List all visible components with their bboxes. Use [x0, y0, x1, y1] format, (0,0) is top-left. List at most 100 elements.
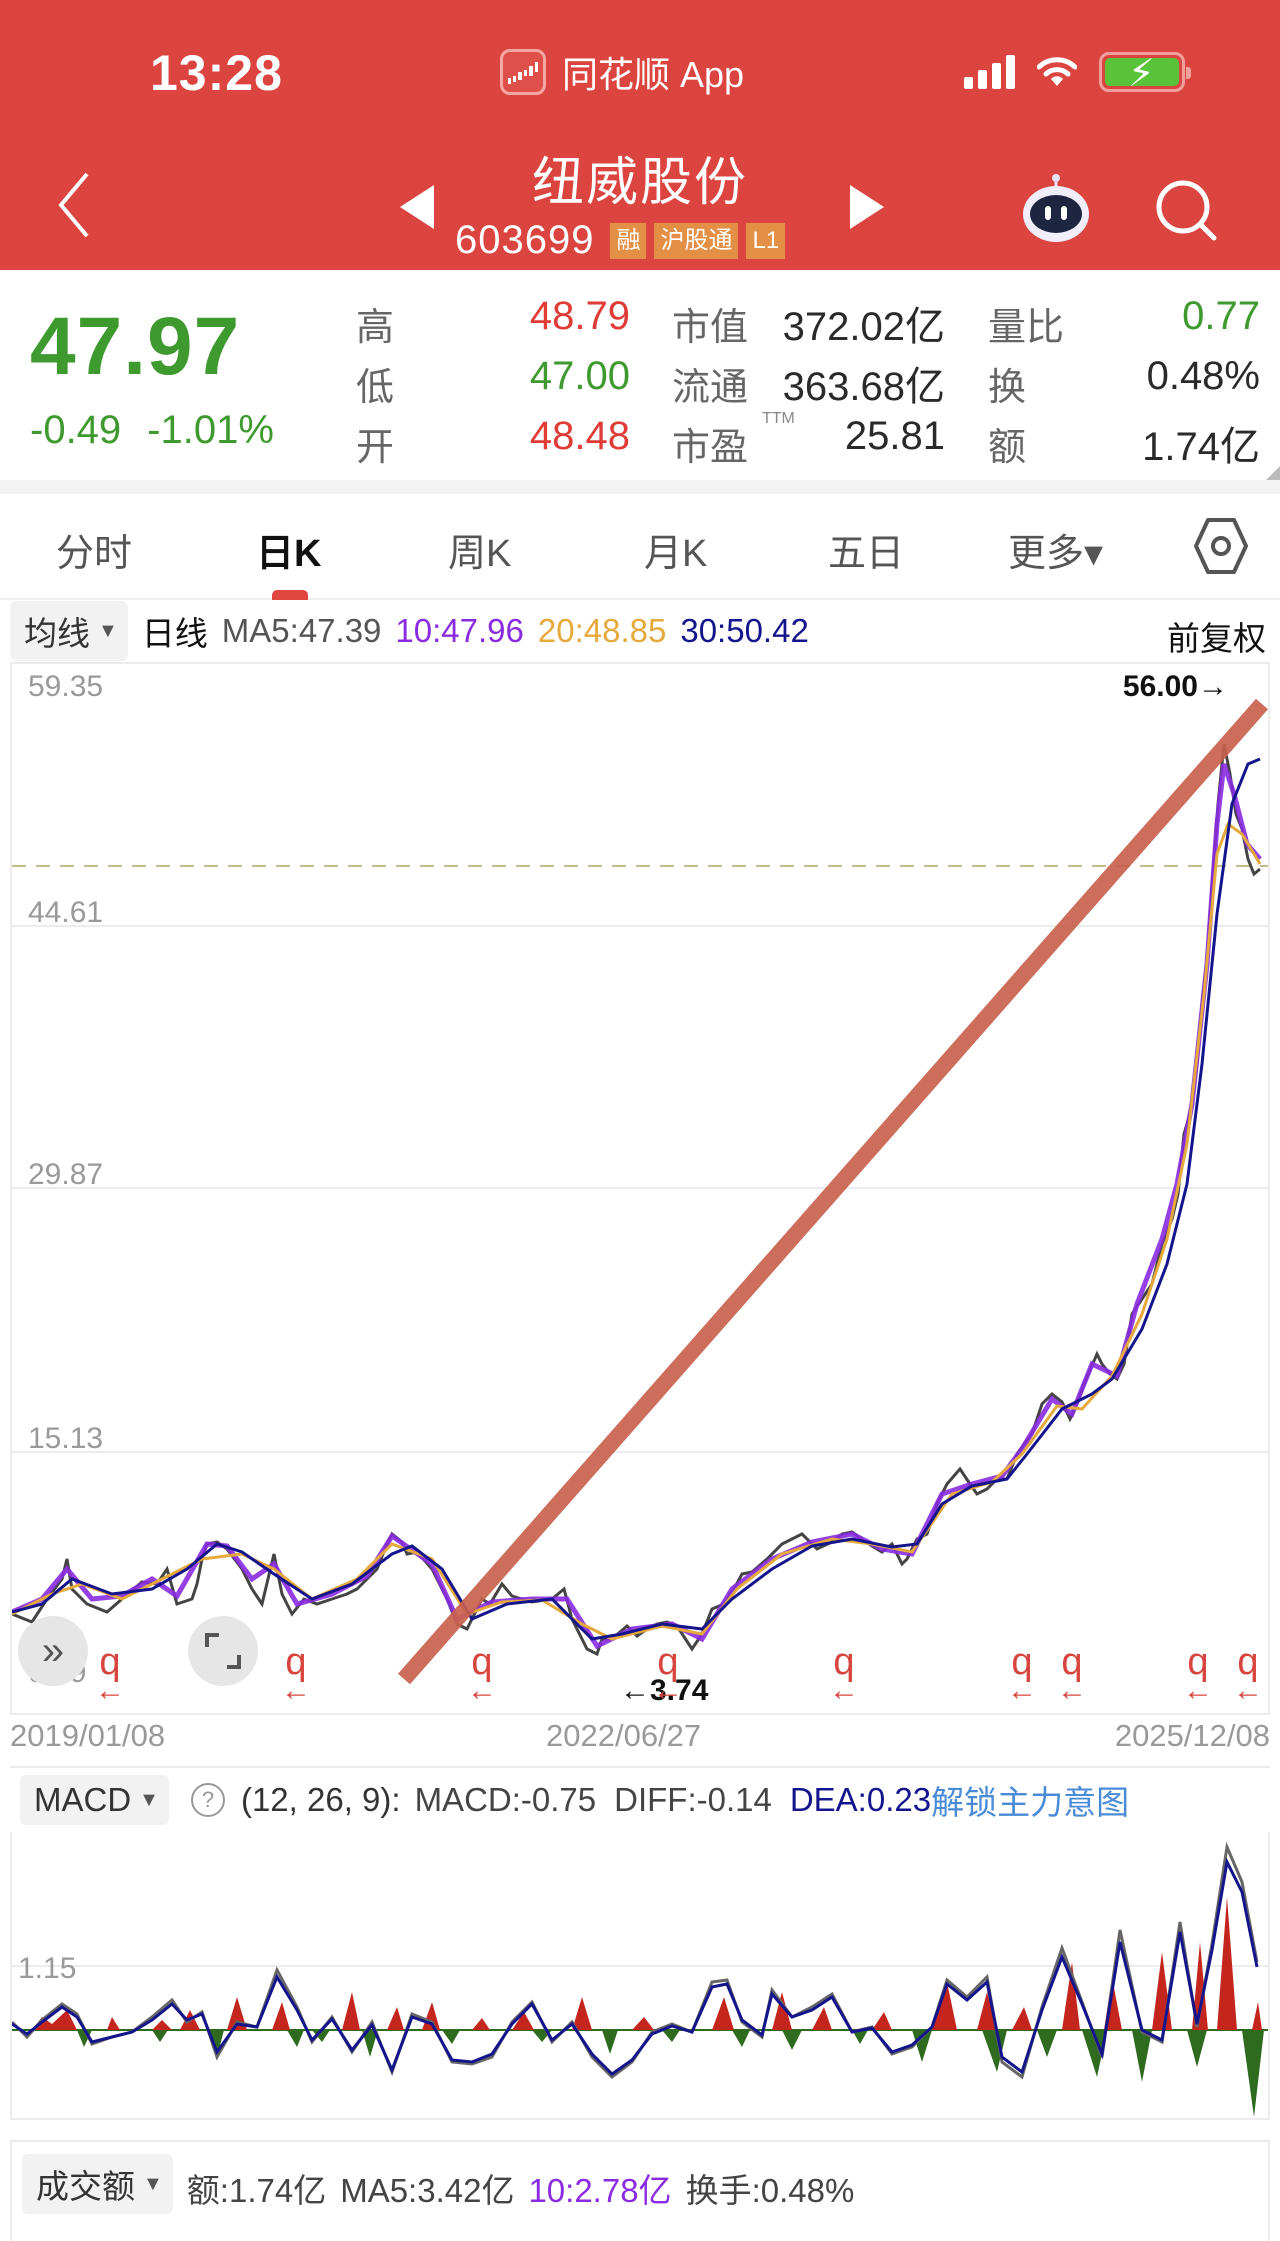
tag-shanghai-connect: 沪股通 — [654, 222, 739, 259]
kline-plot — [12, 698, 1268, 1685]
indicator-dropdown-macd[interactable]: MACD ▼ — [20, 1775, 169, 1825]
app-name: 同花顺 App — [562, 54, 745, 95]
settings-hexagon-icon[interactable] — [1193, 516, 1249, 576]
status-app-indicator[interactable]: 同花顺 App — [500, 46, 744, 98]
stock-name: 纽威股份 — [531, 154, 748, 212]
tab-five-day[interactable]: 五日 — [828, 533, 905, 575]
y-label-4: 15.13 — [28, 1422, 104, 1455]
macd-y-label: 1.15 — [18, 1952, 77, 1985]
macd-chart[interactable]: 1.15 — [10, 1832, 1270, 2120]
macd-legend-row: MACD ▼ ? (12, 26, 9): MACD:-0.75 DIFF:-0.… — [10, 1766, 1270, 1832]
prev-stock-icon[interactable] — [400, 185, 434, 229]
expand-quote-corner-icon[interactable] — [1266, 466, 1280, 480]
period-label: 日线 — [141, 615, 208, 652]
open-label: 开 — [356, 427, 395, 469]
amount-label: 额 — [988, 427, 1027, 469]
tab-weekly-k[interactable]: 周K — [448, 533, 512, 575]
fullscreen-button[interactable] — [188, 1616, 258, 1686]
expand-sidebar-button[interactable]: » — [18, 1616, 88, 1686]
date-axis: 2019/01/08 2022/06/27 2025/12/08 — [10, 1718, 1270, 1758]
turnover-value: 0.48% — [1146, 354, 1260, 398]
dividend-marker[interactable]: q ← — [1057, 1641, 1087, 1707]
diff-value: DIFF:-0.14 — [614, 1781, 772, 1818]
chart-period-tabs: 分时 日K 周K 月K 五日 更多▾ — [0, 494, 1280, 600]
mktcap-label: 市值 — [672, 307, 749, 349]
date-end: 2025/12/08 — [1114, 1718, 1270, 1753]
ma10-value: 10:47.96 — [395, 612, 524, 649]
wifi-icon — [1037, 57, 1077, 86]
dividend-marker[interactable]: q ← — [95, 1641, 125, 1707]
dividend-marker[interactable]: q ← — [281, 1641, 311, 1707]
volume-turnover: 换手:0.48% — [685, 2172, 855, 2209]
double-chevron-icon: » — [41, 1628, 65, 1673]
ma30-value: 30:50.42 — [680, 612, 809, 649]
change-percent: -1.01% — [147, 408, 274, 452]
tab-more[interactable]: 更多▾ — [1008, 533, 1104, 575]
tab-intraday[interactable]: 分时 — [56, 533, 133, 575]
dividend-marker[interactable]: q ← — [1233, 1641, 1263, 1707]
battery-charging-icon: ⚡ — [1099, 52, 1191, 95]
volratio-label: 量比 — [988, 307, 1065, 349]
change-amount: -0.49 — [30, 408, 122, 452]
back-icon[interactable] — [55, 170, 95, 240]
tab-daily-k[interactable]: 日K — [256, 533, 322, 575]
ma20-value: 20:48.85 — [537, 612, 667, 649]
search-icon[interactable] — [1152, 176, 1222, 246]
date-mid: 2022/06/27 — [546, 1718, 702, 1753]
next-stock-icon[interactable] — [850, 185, 884, 229]
tag-margin: 融 — [610, 222, 647, 259]
app-header: 13:28 同花顺 App ⚡ 纽威股份 603699 融 沪股通 L1 — [0, 0, 1280, 270]
tab-monthly-k[interactable]: 月K — [644, 533, 708, 575]
current-price: 47.97 — [30, 301, 241, 392]
help-icon[interactable]: ? — [190, 1783, 225, 1817]
macd-params: (12, 26, 9): — [240, 1781, 401, 1818]
quote-panel: 47.97 -0.49 -1.01% 高 低 开 48.79 47.00 48.4… — [0, 270, 1280, 480]
signal-icon — [964, 55, 1015, 89]
volume-dropdown-label: 成交额 — [36, 2168, 135, 2205]
date-start: 2019/01/08 — [10, 1718, 166, 1753]
mktcap-value: 372.02亿 — [782, 305, 945, 349]
app-logo-icon — [500, 49, 546, 95]
y-label-3: 29.87 — [28, 1158, 104, 1191]
macd-dropdown-label: MACD — [34, 1781, 132, 1818]
ma5-value: MA5:47.39 — [221, 612, 382, 649]
dividend-marker[interactable]: q ← — [829, 1641, 859, 1707]
dividend-marker[interactable]: q ← — [1183, 1641, 1213, 1707]
price-change: -0.49 -1.01% — [30, 408, 300, 453]
stock-code: 603699 — [455, 218, 595, 262]
pe-label: 市盈 — [672, 427, 749, 469]
volratio-value: 0.77 — [1182, 294, 1260, 338]
caret-down-icon: ▼ — [139, 1788, 159, 1811]
high-label: 高 — [356, 307, 395, 349]
macd-value: MACD:-0.75 — [414, 1781, 597, 1818]
volume-amount: 额:1.74亿 — [186, 2172, 327, 2209]
low-value: 47.00 — [529, 354, 630, 398]
dividend-marker[interactable]: q ← — [467, 1641, 497, 1707]
robot-assistant-icon[interactable] — [1018, 170, 1094, 246]
kline-chart[interactable]: 59.35 44.61 29.87 15.13 0.39 56.00→ ←3.7… — [10, 662, 1270, 1715]
dividend-marker[interactable]: q ← — [1007, 1641, 1037, 1707]
dea-value: DEA:0.23 — [789, 1781, 932, 1818]
indicator-dropdown-volume[interactable]: 成交额 ▼ — [22, 2154, 173, 2214]
float-value: 363.68亿 — [782, 365, 945, 409]
macd-plot — [12, 1841, 1268, 2117]
high-value: 48.79 — [529, 294, 630, 338]
period-low-label: ←3.74 — [620, 1674, 709, 1707]
status-icons: ⚡ — [964, 52, 1191, 95]
open-value: 48.48 — [529, 414, 630, 458]
dividend-marker[interactable]: q ← — [653, 1641, 683, 1707]
ma-legend-row: 均线 ▼ 日线 MA5:47.39 10:47.96 20:48.85 30:50… — [0, 601, 1280, 661]
indicator-dropdown-ma[interactable]: 均线 ▼ — [10, 601, 128, 661]
status-time: 13:28 — [150, 45, 283, 101]
y-label-max: 59.35 — [28, 670, 104, 703]
volume-legend-row: 成交额 ▼ 额:1.74亿 MA5:3.42亿 10:2.78亿 换手:0.48% — [10, 2140, 1270, 2241]
period-high-label: 56.00→ — [1122, 670, 1228, 703]
y-label-2: 44.61 — [28, 896, 104, 929]
turnover-label: 换 — [988, 367, 1027, 409]
adjust-mode-button[interactable]: 前复权 — [1167, 620, 1266, 657]
pe-value: 25.81 — [844, 414, 945, 458]
volume-ma10: 10:2.78亿 — [528, 2172, 672, 2209]
unlock-main-force-link[interactable]: 解锁主力意图 — [931, 1784, 1130, 1821]
caret-down-icon: ▼ — [98, 619, 118, 642]
float-label: 流通 — [672, 367, 749, 409]
